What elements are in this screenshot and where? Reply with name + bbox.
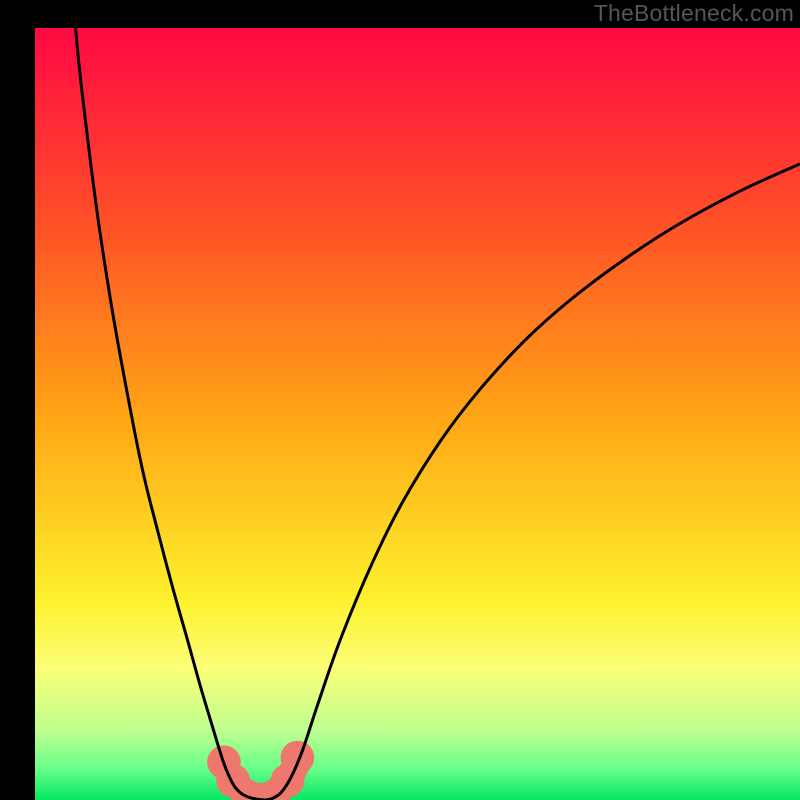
curve-right [265, 164, 800, 800]
trough-dot [216, 764, 250, 798]
chart-lines [0, 0, 800, 800]
curve-left [76, 28, 265, 800]
trough-dot [281, 741, 315, 775]
